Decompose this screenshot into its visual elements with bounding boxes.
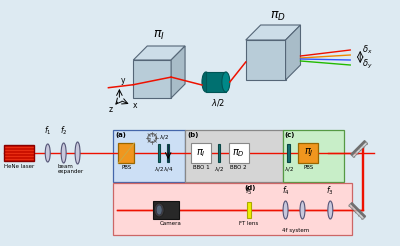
Text: $\lambda$/2: $\lambda$/2	[159, 133, 169, 141]
Text: BBO 1: BBO 1	[193, 165, 209, 170]
Text: $\pi_D$: $\pi_D$	[232, 147, 245, 159]
Polygon shape	[246, 25, 300, 40]
Bar	[298, 143, 318, 163]
Ellipse shape	[222, 72, 230, 92]
Polygon shape	[171, 46, 185, 98]
Text: x: x	[132, 101, 137, 109]
Bar	[185, 130, 282, 182]
Bar	[158, 144, 160, 162]
Ellipse shape	[154, 203, 164, 217]
Text: $\pi_J$: $\pi_J$	[304, 147, 313, 159]
Bar	[114, 130, 185, 182]
Text: $\lambda$/2: $\lambda$/2	[154, 165, 164, 173]
Text: z: z	[108, 105, 112, 113]
Text: 4f system: 4f system	[282, 228, 309, 233]
Text: HeNe laser: HeNe laser	[4, 164, 34, 169]
Text: Camera: Camera	[160, 221, 182, 226]
Ellipse shape	[75, 142, 80, 164]
Text: PBS: PBS	[121, 165, 132, 170]
Text: BBO 2: BBO 2	[230, 165, 247, 170]
Text: (d): (d)	[245, 185, 256, 191]
Ellipse shape	[328, 201, 333, 219]
Text: (b): (b)	[187, 132, 198, 138]
Bar	[282, 130, 344, 182]
Ellipse shape	[61, 143, 66, 163]
Text: $\lambda$/2: $\lambda$/2	[211, 97, 225, 108]
Text: beam: beam	[58, 164, 74, 169]
Text: (c): (c)	[284, 132, 295, 138]
Ellipse shape	[283, 201, 288, 219]
Bar	[247, 202, 251, 218]
Bar	[218, 144, 220, 162]
Text: y: y	[120, 76, 125, 85]
Text: $\lambda$/2: $\lambda$/2	[284, 165, 294, 173]
Text: $\pi_I$: $\pi_I$	[196, 147, 206, 159]
Text: $\delta_y$: $\delta_y$	[362, 58, 373, 71]
Bar	[153, 201, 179, 219]
Text: $\pi_I$: $\pi_I$	[153, 29, 165, 42]
Polygon shape	[286, 25, 300, 80]
Text: $f_1$: $f_1$	[44, 124, 52, 137]
Ellipse shape	[45, 144, 50, 162]
Polygon shape	[246, 40, 286, 80]
Text: $\pi_D$: $\pi_D$	[270, 10, 286, 23]
Polygon shape	[351, 140, 368, 157]
Bar	[206, 72, 226, 92]
Polygon shape	[133, 46, 185, 60]
Ellipse shape	[202, 72, 210, 92]
Text: $\delta_x$: $\delta_x$	[362, 44, 373, 56]
Polygon shape	[133, 60, 171, 98]
Text: $f_3$: $f_3$	[326, 184, 334, 197]
Bar	[4, 145, 34, 161]
Bar	[287, 144, 290, 162]
Ellipse shape	[300, 201, 305, 219]
Bar	[114, 183, 352, 235]
Text: PBS: PBS	[303, 165, 314, 170]
Text: (a): (a)	[115, 132, 126, 138]
Polygon shape	[349, 202, 366, 219]
Bar	[167, 144, 169, 162]
Text: $\lambda$/2: $\lambda$/2	[214, 165, 224, 173]
Text: FT lens: FT lens	[239, 221, 258, 226]
Bar	[118, 143, 134, 163]
Text: $f_4$: $f_4$	[282, 184, 290, 197]
Text: $f_5$: $f_5$	[245, 184, 252, 197]
Text: expander: expander	[58, 169, 84, 174]
Text: $\lambda$/4: $\lambda$/4	[163, 165, 174, 173]
Ellipse shape	[156, 205, 162, 215]
Bar	[229, 143, 249, 163]
Bar	[191, 143, 211, 163]
Text: $f_2$: $f_2$	[60, 124, 68, 137]
